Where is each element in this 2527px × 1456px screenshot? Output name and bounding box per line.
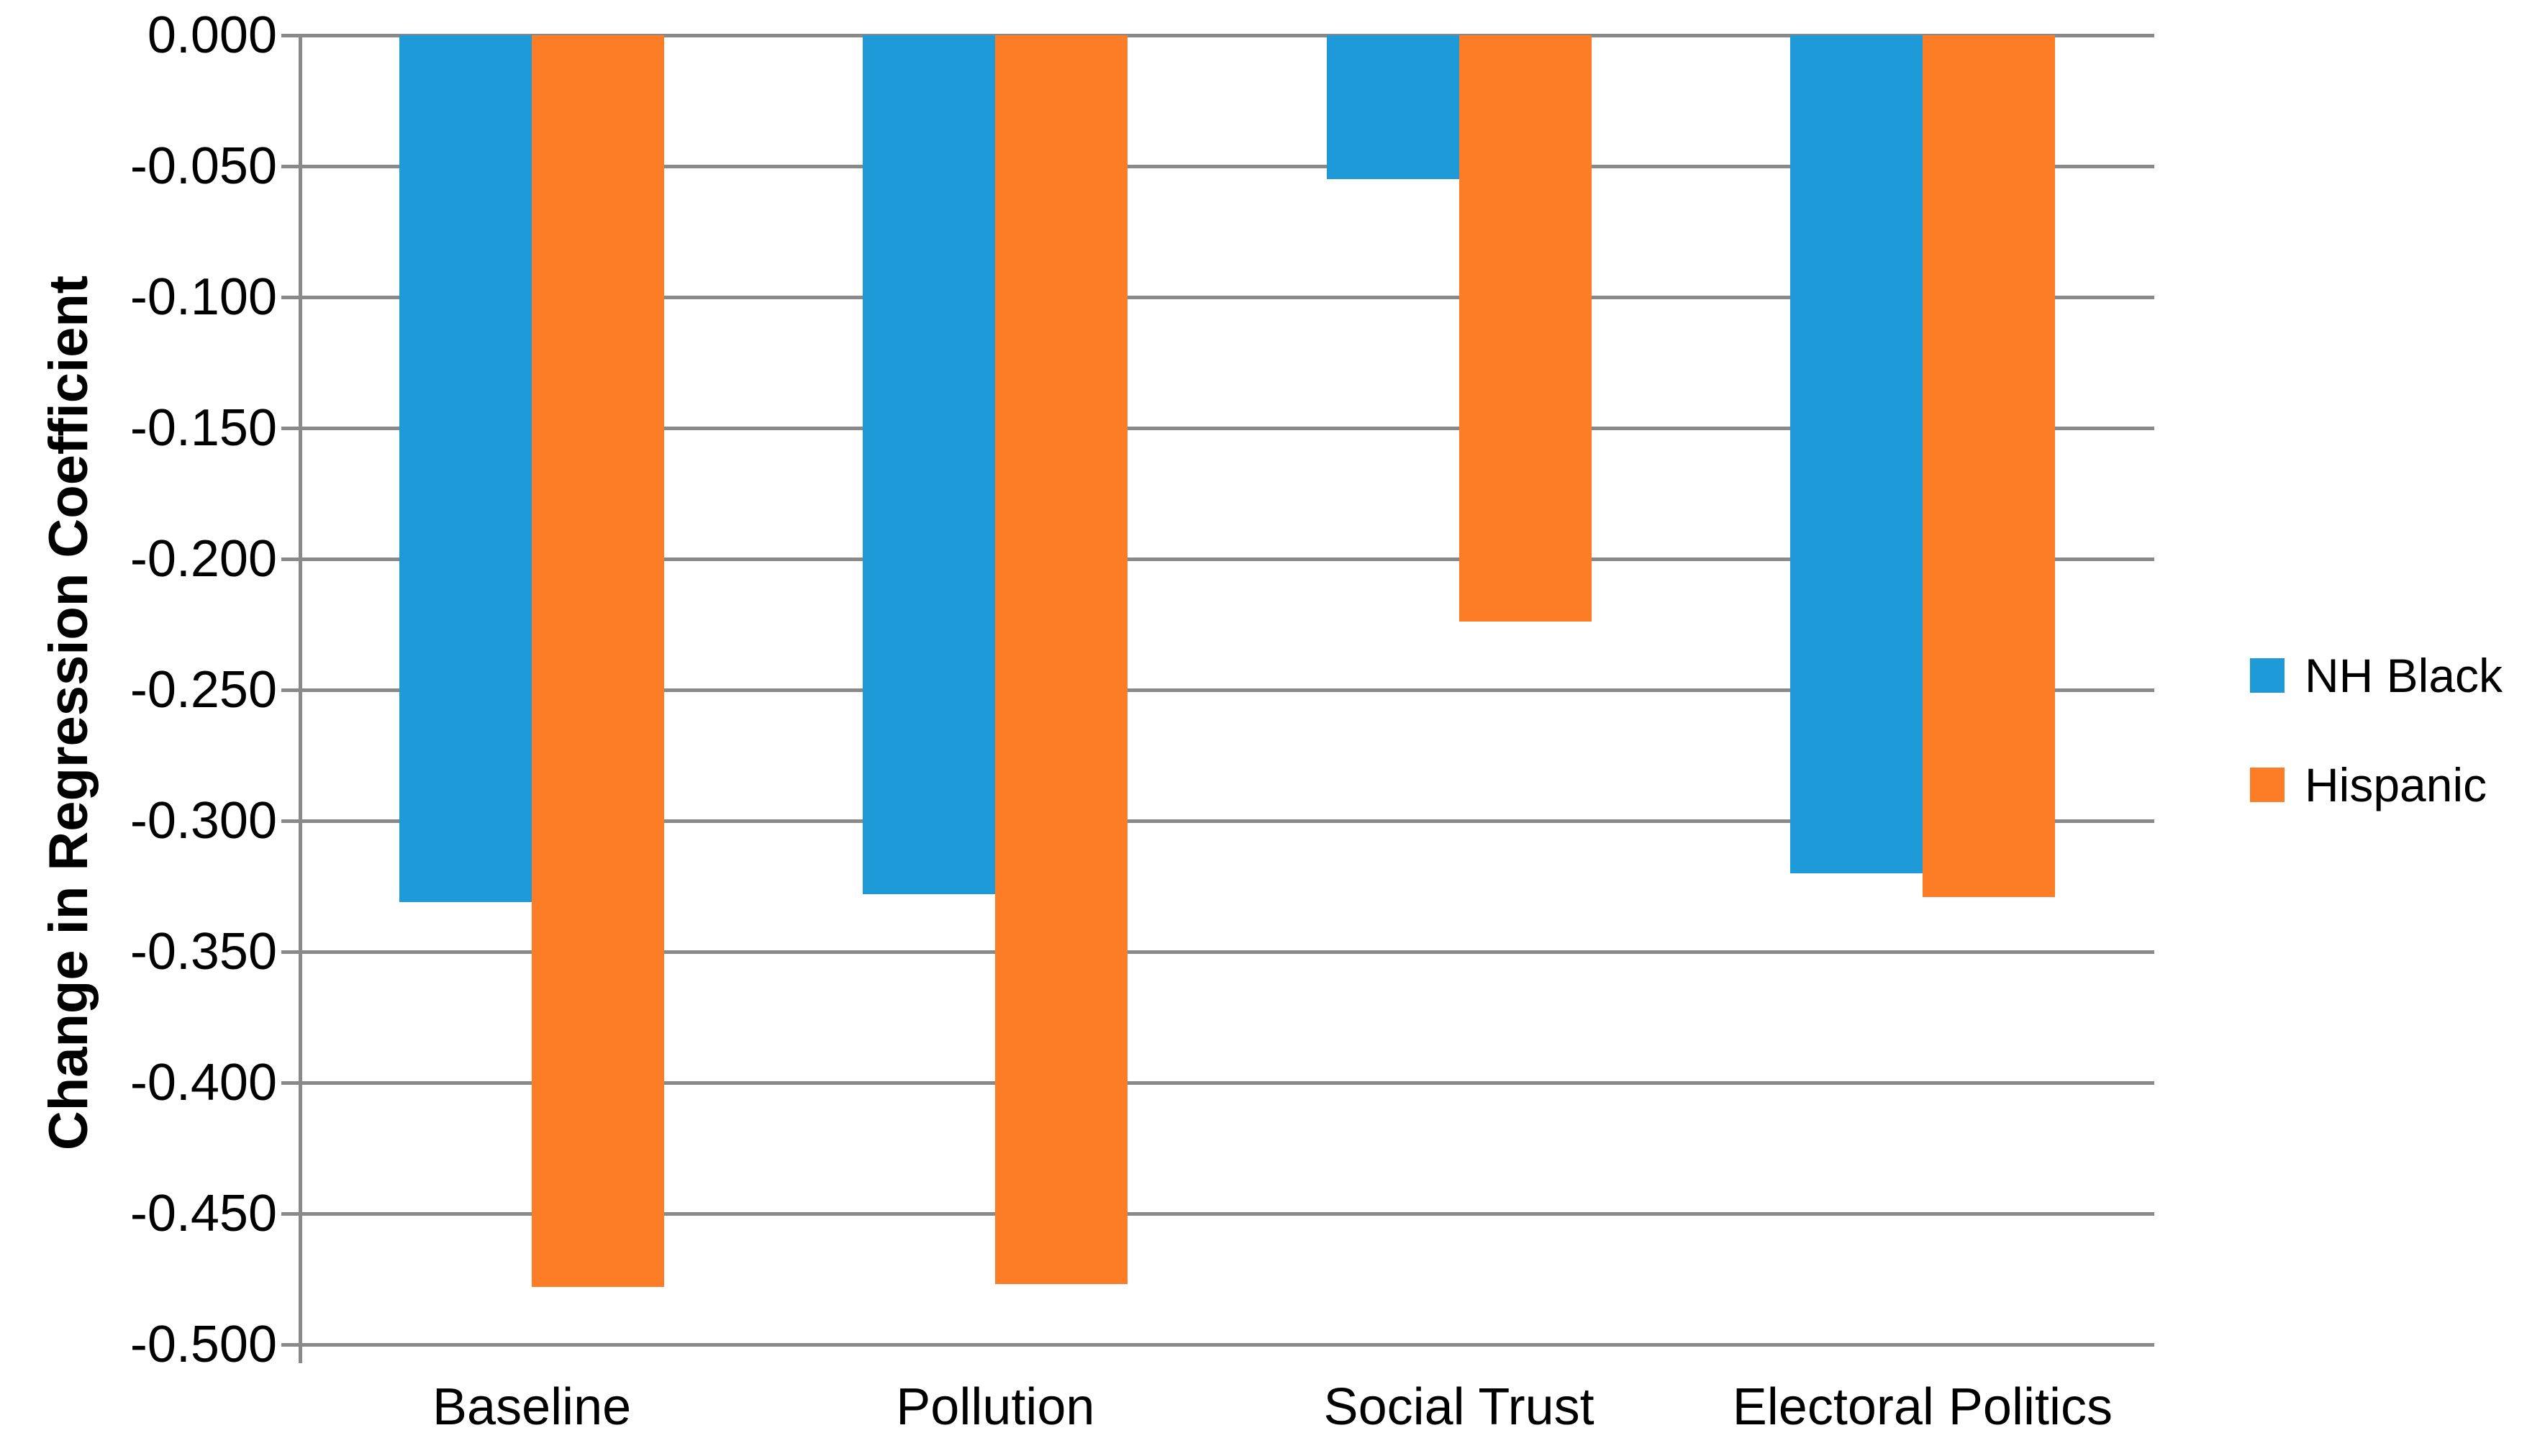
legend-swatch-icon <box>2250 658 2285 693</box>
legend-item-nh-black: NH Black <box>2250 650 2503 701</box>
y-axis-tick <box>281 1080 300 1085</box>
legend-label: Hispanic <box>2305 758 2487 811</box>
y-axis-tick-label: -0.050 <box>130 137 277 195</box>
gridline <box>300 295 2154 299</box>
x-axis-category-label: Electoral Politics <box>1732 1378 2113 1436</box>
bar-hispanic-electoral-politics <box>1922 35 2055 897</box>
y-axis-tick <box>281 295 300 299</box>
bar-nh-black-social-trust <box>1326 35 1459 180</box>
y-axis-tick-label: -0.200 <box>130 530 277 588</box>
y-axis-tick-label: -0.250 <box>130 661 277 719</box>
y-axis-tick-label: -0.400 <box>130 1054 277 1111</box>
y-axis-tick <box>281 688 300 692</box>
gridline <box>300 1342 2154 1347</box>
gridline <box>300 819 2154 823</box>
y-axis-tick-label: -0.150 <box>130 399 277 457</box>
y-axis-tick <box>281 426 300 430</box>
y-axis-tick <box>281 33 300 37</box>
x-axis-category-label: Baseline <box>432 1378 632 1436</box>
y-axis-tick <box>281 164 300 168</box>
plot-area <box>281 33 2154 1363</box>
bar-nh-black-electoral-politics <box>1789 35 1923 873</box>
legend-swatch-icon <box>2250 768 2285 802</box>
bar-hispanic-social-trust <box>1458 35 1592 622</box>
bar-hispanic-baseline <box>532 35 665 1287</box>
y-axis-line <box>298 35 302 1363</box>
x-axis-category-label: Social Trust <box>1323 1378 1594 1436</box>
y-axis-tick-label: -0.100 <box>130 268 277 326</box>
gridline <box>300 950 2154 954</box>
y-axis-tick <box>281 557 300 561</box>
bar-hispanic-pollution <box>995 35 1128 1285</box>
gridline <box>300 164 2154 168</box>
y-axis-tick-label: 0.000 <box>147 6 277 64</box>
y-axis-tick <box>281 1342 300 1347</box>
gridline <box>300 557 2154 561</box>
y-axis-tick-label: -0.300 <box>130 792 277 850</box>
legend-item-hispanic: Hispanic <box>2250 759 2487 811</box>
gridline <box>300 1080 2154 1085</box>
x-axis-category-label: Pollution <box>896 1378 1095 1436</box>
y-axis-tick-label: -0.450 <box>130 1185 277 1242</box>
gridline <box>300 33 2154 37</box>
bar-nh-black-pollution <box>863 35 996 894</box>
y-axis-tick-label: -0.350 <box>130 923 277 980</box>
legend-label: NH Black <box>2305 649 2503 702</box>
y-axis-tick <box>281 1211 300 1216</box>
y-axis-tick <box>281 950 300 954</box>
gridline <box>300 688 2154 692</box>
gridline <box>300 426 2154 430</box>
gridline <box>300 1211 2154 1216</box>
bar-nh-black-baseline <box>399 35 532 902</box>
y-axis-tick-label: -0.500 <box>130 1316 277 1373</box>
y-axis-tick <box>281 819 300 823</box>
